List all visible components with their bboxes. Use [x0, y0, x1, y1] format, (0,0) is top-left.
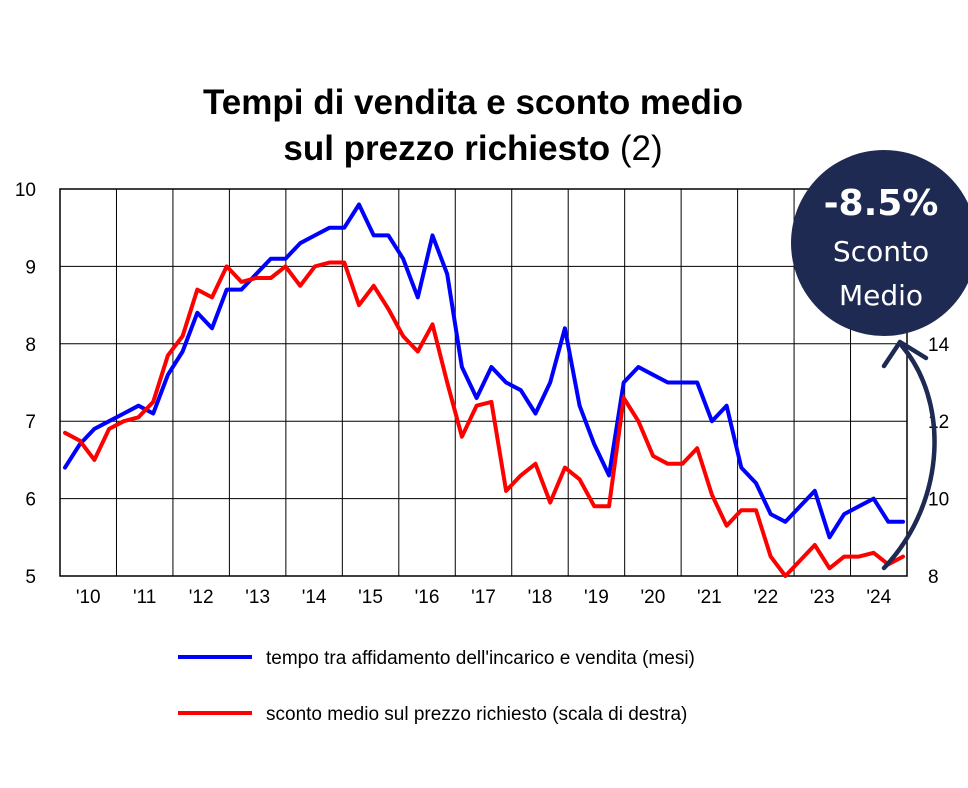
y-left-tick-label: 9 [25, 257, 36, 278]
x-tick-label: '17 [471, 587, 496, 608]
x-tick-label: '12 [189, 587, 214, 608]
x-tick-label: '10 [76, 587, 101, 608]
badge-text: -8.5% Sconto Medio [796, 178, 966, 318]
y-right-tick-label: 10 [928, 490, 949, 511]
curved-arrow-icon [881, 343, 937, 571]
tick-labels: '10 '11 '12 '13 '14 '15 '16 '17 '18 '19 '20 '21 '22 '… [15, 180, 950, 608]
y-left-tick-label: 10 [15, 180, 36, 201]
x-tick-label: '22 [753, 587, 778, 608]
legend: tempo tra affidamento dell'incarico e ve… [178, 648, 695, 725]
x-tick-label: '21 [697, 587, 722, 608]
chart-title-line2-main: sul prezzo richiesto [283, 129, 611, 168]
plot-frame [59, 188, 908, 577]
y-left-tick-label: 6 [25, 490, 36, 511]
chart-title-suffix: (2) [619, 129, 663, 168]
x-tick-label: '14 [302, 587, 327, 608]
y-left-tick-label: 7 [25, 412, 36, 433]
badge-value: -8.5% [823, 183, 939, 224]
y-right-tick-label: 8 [928, 567, 939, 588]
x-tick-label: '19 [584, 587, 609, 608]
x-tick-label: '13 [245, 587, 270, 608]
x-tick-label: '11 [133, 587, 156, 608]
badge-label: Sconto Medio [832, 235, 930, 312]
x-tick-label: '15 [358, 587, 383, 608]
series-layer [63, 202, 905, 578]
series-line-sconto [63, 260, 905, 578]
x-tick-label: '20 [641, 587, 666, 608]
legend-label-sconto: sconto medio sul prezzo richiesto (scala… [266, 704, 687, 725]
x-tick-label: '16 [415, 587, 440, 608]
discount-badge [791, 150, 968, 571]
badge-circle [791, 150, 968, 336]
x-tick-label: '24 [866, 587, 891, 608]
chart-title: Tempi di vendita e sconto medio sul prez… [0, 80, 946, 172]
chart-title-line1: Tempi di vendita e sconto medio [203, 83, 743, 122]
y-left-tick-label: 8 [25, 335, 36, 356]
y-left-tick-label: 5 [25, 567, 36, 588]
x-tick-label: '23 [810, 587, 835, 608]
arrow-head-icon [881, 339, 929, 369]
series-line-tempo [63, 202, 905, 540]
y-right-tick-label: 14 [928, 335, 950, 356]
chart-title-line2: sul prezzo richiesto (2) [0, 126, 946, 172]
x-tick-label: '18 [528, 587, 553, 608]
legend-label-tempo: tempo tra affidamento dell'incarico e ve… [266, 648, 695, 669]
